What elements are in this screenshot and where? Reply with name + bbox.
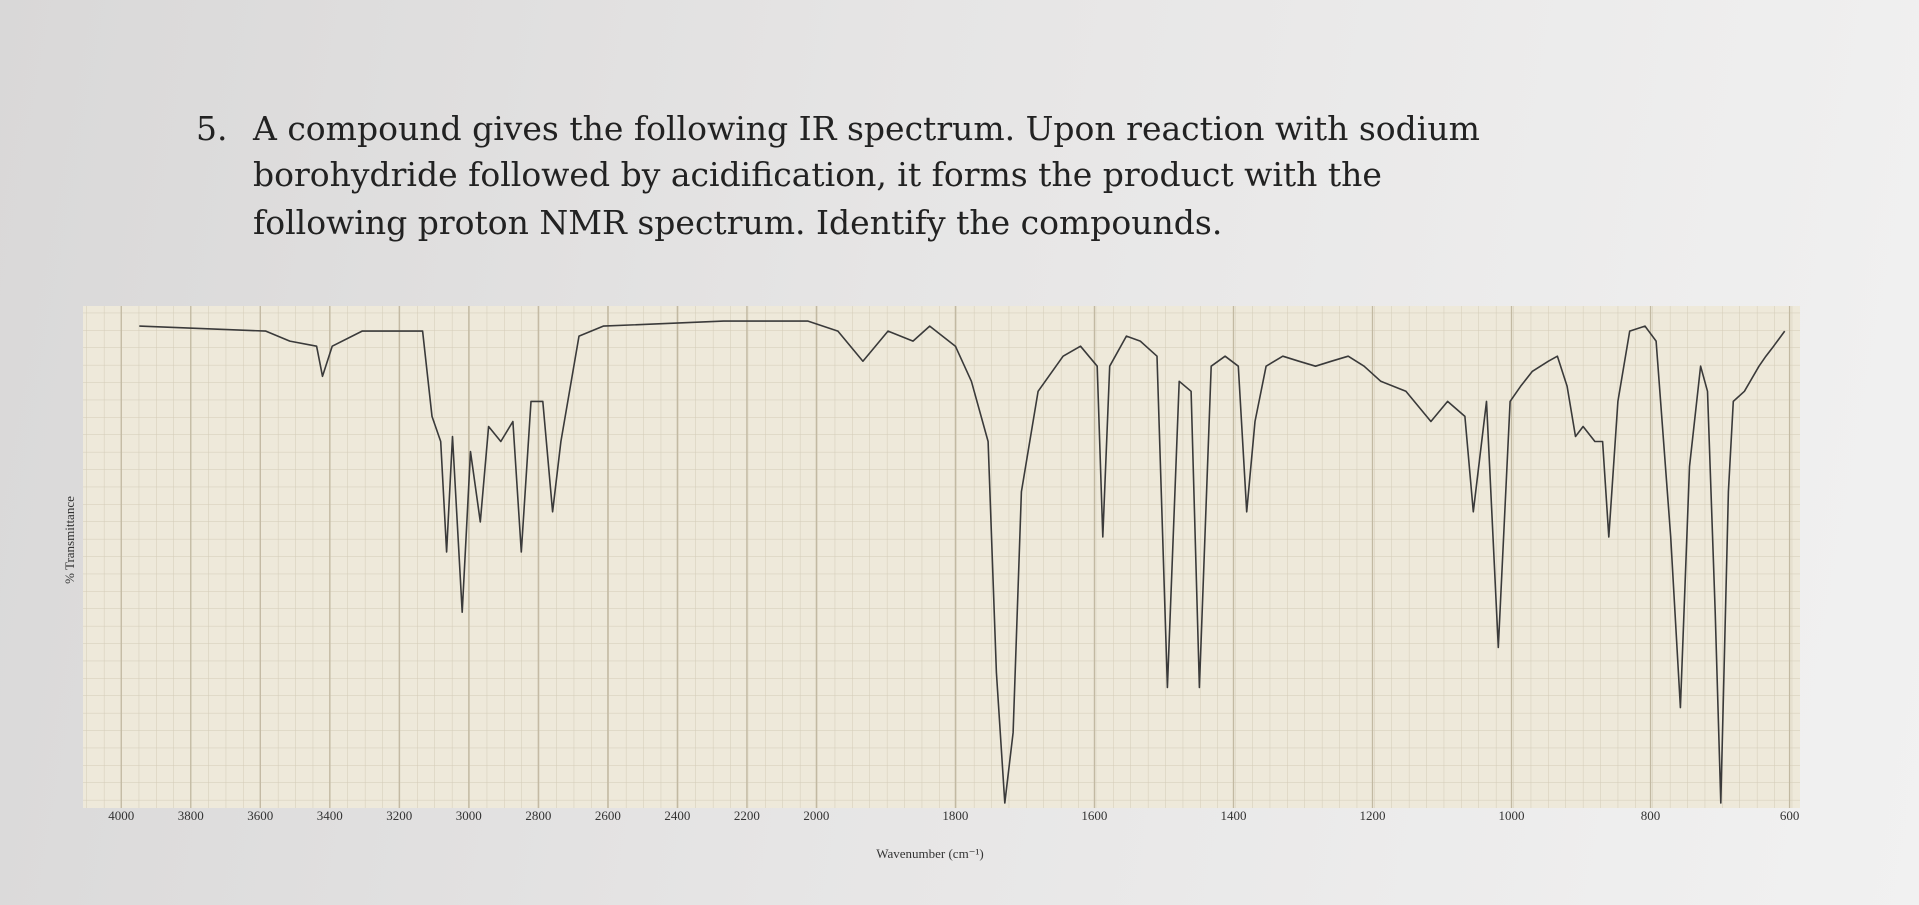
x-tick-label: 3000 (456, 808, 482, 823)
question-line: borohydride followed by acidification, i… (253, 155, 1382, 194)
x-tick-label: 1400 (1220, 808, 1246, 823)
x-tick-label: 3400 (317, 808, 343, 823)
x-tick-label: 3200 (386, 808, 412, 823)
question-line: following proton NMR spectrum. Identify … (253, 203, 1222, 242)
x-tick-label: 3800 (178, 808, 204, 823)
x-tick-label: 2400 (664, 808, 690, 823)
x-axis-label: Wavenumber (cm⁻¹) (876, 846, 984, 861)
x-tick-label: 800 (1641, 808, 1661, 823)
x-tick-label: 2000 (803, 808, 829, 823)
x-tick-label: 1200 (1359, 808, 1385, 823)
x-tick-label: 2600 (595, 808, 621, 823)
spectrum-line (139, 320, 1786, 804)
x-tick-label: 1800 (942, 808, 968, 823)
question-line: A compound gives the following IR spectr… (252, 109, 1480, 148)
x-tick-label: 4000 (108, 808, 134, 823)
spectrum-chart: 4000 3800 3600 3400 3200 3000 2800 2600 2400 2200… (108, 306, 1799, 823)
x-tick-label: 600 (1780, 808, 1800, 823)
y-axis-label: % Transmittance (62, 496, 77, 584)
x-tick-label: 2800 (525, 808, 551, 823)
x-tick-label: 1600 (1081, 808, 1107, 823)
x-tick-label: 2200 (734, 808, 760, 823)
question-number: 5. (196, 109, 228, 148)
minor-grid (83, 306, 1800, 808)
x-tick-label: 1000 (1499, 808, 1525, 823)
x-tick-label: 3600 (247, 808, 273, 823)
